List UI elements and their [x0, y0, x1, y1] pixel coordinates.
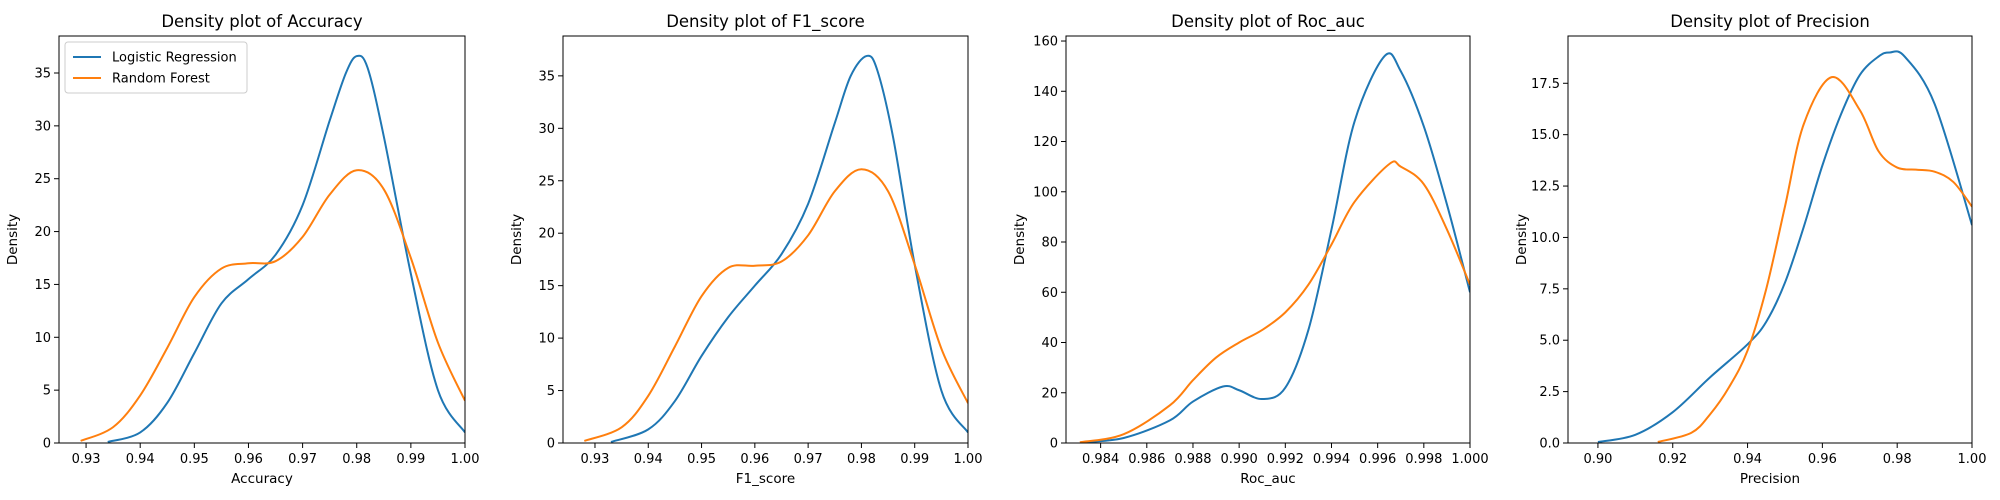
y-axis-label: Density: [1012, 214, 1028, 265]
x-tick-label: 1.00: [1958, 452, 1987, 467]
y-tick-label: 60: [1041, 286, 1058, 301]
series-line-logistic-regression: [610, 54, 968, 443]
chart-panel-2: 0.93 0.94 0.95 0.96 0.97 0.98 0.99 1.00 0 5 10 15 20…: [509, 12, 982, 487]
y-axis-label: Density: [1514, 214, 1530, 265]
y-tick-label: 25: [538, 174, 555, 189]
y-tick-label: 160: [1033, 35, 1058, 50]
x-tick-label: 0.93: [72, 452, 101, 467]
x-tick-label: 0.93: [580, 452, 609, 467]
chart-panel-1: 0.93 0.94 0.95 0.96 0.97 0.98 0.99 1.00 0 5 10 15 20…: [5, 12, 479, 487]
x-tick-label: 0.97: [288, 452, 317, 467]
x-tick-label: 0.96: [740, 452, 769, 467]
x-tick-label: 1.00: [954, 452, 983, 467]
y-axis-label: Density: [509, 214, 525, 265]
x-tick-label: 0.99: [900, 452, 929, 467]
x-tick-label: 1.000: [1451, 452, 1488, 467]
y-tick-label: 17.5: [1531, 77, 1560, 92]
y-tick-label: 35: [34, 67, 51, 82]
x-tick-label: 0.996: [1359, 452, 1396, 467]
series-line-logistic-regression: [107, 54, 465, 443]
y-tick-label: 5: [547, 384, 555, 399]
y-tick-label: 0: [43, 437, 51, 452]
chart-title: Density plot of Accuracy: [161, 12, 363, 31]
x-tick-label: 0.94: [1733, 452, 1762, 467]
x-tick-label: 0.990: [1221, 452, 1258, 467]
legend-frame: [64, 41, 248, 94]
chart-title: Density plot of Precision: [1670, 12, 1870, 31]
series-line-random-forest: [80, 169, 465, 442]
y-tick-label: 30: [34, 119, 51, 134]
plot-area-frame: [58, 35, 466, 444]
x-axis-label: F1_score: [736, 471, 795, 487]
y-tick-label: 0: [547, 437, 555, 452]
x-tick-label: 0.98: [1883, 452, 1912, 467]
legend-label: Logistic Regression: [112, 51, 237, 66]
x-tick-label: 0.986: [1128, 452, 1165, 467]
y-tick-label: 40: [1041, 336, 1058, 351]
y-tick-label: 35: [538, 69, 555, 84]
y-tick-label: 2.5: [1539, 385, 1560, 400]
y-tick-label: 100: [1033, 185, 1058, 200]
y-tick-label: 15.0: [1531, 128, 1560, 143]
chart-panel-4: 0.90 0.92 0.94 0.96 0.98 1.00 0.0 2.5 5.0 7.5 10.0…: [1514, 12, 1986, 487]
y-tick-label: 10: [538, 332, 555, 347]
legend: Logistic Regression Random Forest: [64, 41, 248, 94]
x-tick-label: 0.95: [687, 452, 716, 467]
y-tick-label: 5.0: [1539, 334, 1560, 349]
y-tick-label: 15: [34, 278, 51, 293]
x-tick-label: 0.99: [396, 452, 425, 467]
x-tick-label: 0.992: [1267, 452, 1304, 467]
x-tick-label: 0.998: [1405, 452, 1442, 467]
chart-panel-3: 0.984 0.986 0.988 0.990 0.992 0.994 0.996 0.998…: [1012, 12, 1489, 487]
series-line-logistic-regression: [1082, 52, 1470, 443]
y-tick-label: 15: [538, 279, 555, 294]
y-tick-label: 20: [538, 227, 555, 242]
y-tick-label: 30: [538, 122, 555, 137]
x-tick-label: 0.97: [794, 452, 823, 467]
y-tick-label: 20: [34, 225, 51, 240]
x-tick-label: 0.95: [180, 452, 209, 467]
x-tick-label: 0.988: [1174, 452, 1211, 467]
legend-label: Random Forest: [112, 72, 210, 87]
x-tick-label: 0.94: [634, 452, 663, 467]
x-tick-label: 0.994: [1313, 452, 1350, 467]
plot-area-frame: [1567, 35, 1973, 444]
series-line-random-forest: [1079, 160, 1470, 443]
y-tick-label: 12.5: [1531, 180, 1560, 195]
y-tick-label: 80: [1041, 236, 1058, 251]
y-tick-label: 140: [1033, 85, 1058, 100]
x-tick-label: 0.98: [847, 452, 876, 467]
plot-area-frame: [562, 35, 969, 444]
x-tick-label: 0.96: [1808, 452, 1837, 467]
x-axis-label: Accuracy: [231, 471, 293, 487]
x-tick-label: 0.96: [234, 452, 263, 467]
y-tick-label: 10: [34, 331, 51, 346]
series-line-logistic-regression: [1597, 50, 1972, 443]
plot-area-frame: [1065, 35, 1471, 444]
y-tick-label: 7.5: [1539, 282, 1560, 297]
x-axis-label: Precision: [1740, 471, 1800, 487]
y-tick-label: 20: [1041, 386, 1058, 401]
y-tick-label: 5: [43, 384, 51, 399]
y-tick-label: 25: [34, 172, 51, 187]
series-line-random-forest: [583, 168, 968, 442]
series-line-random-forest: [1657, 76, 1972, 443]
x-tick-label: 0.984: [1082, 452, 1119, 467]
chart-title: Density plot of Roc_auc: [1171, 12, 1365, 32]
x-tick-label: 0.90: [1583, 452, 1612, 467]
x-axis-label: Roc_auc: [1240, 471, 1295, 487]
x-tick-label: 1.00: [451, 452, 480, 467]
y-tick-label: 0.0: [1539, 437, 1560, 452]
y-tick-label: 0: [1050, 437, 1058, 452]
y-tick-label: 10.0: [1531, 231, 1560, 246]
y-axis-label: Density: [5, 214, 21, 265]
x-tick-label: 0.92: [1658, 452, 1687, 467]
chart-title: Density plot of F1_score: [666, 12, 865, 32]
y-tick-label: 120: [1033, 135, 1058, 150]
x-tick-label: 0.98: [342, 452, 371, 467]
x-tick-label: 0.94: [126, 452, 155, 467]
